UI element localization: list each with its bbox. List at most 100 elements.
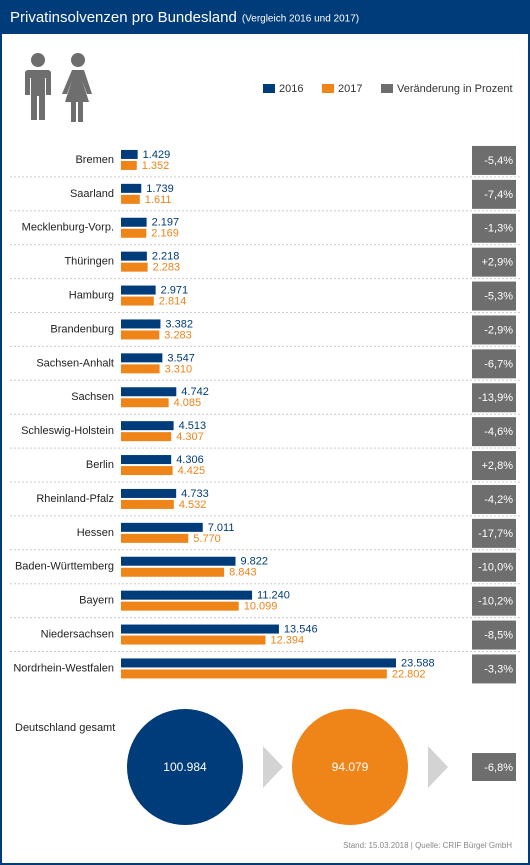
category-label: Hamburg (69, 289, 114, 301)
category-label: Schleswig-Holstein (21, 425, 114, 437)
bar (121, 624, 279, 634)
legend-label: 2017 (338, 83, 362, 95)
change-label: +2,8% (482, 460, 514, 472)
category-label: Mecklenburg-Vorp. (22, 222, 114, 234)
category-label: Bayern (79, 595, 114, 607)
change-label: +2,9% (482, 257, 514, 269)
bar (121, 635, 266, 645)
value-label: 1.739 (146, 183, 174, 195)
value-label: 4.425 (178, 465, 206, 477)
category-label: Saarland (70, 188, 114, 200)
change-box (472, 179, 516, 209)
category-label: Baden-Württemberg (15, 561, 114, 573)
value-label: 3.547 (167, 352, 195, 364)
value-label: 2.814 (159, 295, 187, 307)
bar (121, 364, 160, 374)
bar (121, 556, 236, 566)
bar (121, 466, 173, 476)
bar (121, 285, 156, 295)
bar (121, 398, 169, 408)
bar (121, 432, 172, 442)
chart-title: Privatinsolvenzen pro Bundesland (10, 9, 237, 26)
change-box (472, 552, 516, 582)
value-label: 2.283 (153, 262, 181, 274)
category-label: Thüringen (64, 256, 114, 268)
bar (121, 251, 147, 261)
value-label: 11.240 (257, 590, 290, 602)
value-label: 8.843 (229, 567, 257, 579)
change-label: -4,6% (484, 426, 513, 438)
category-label: Sachsen-Anhalt (36, 357, 114, 369)
change-box (472, 145, 516, 175)
category-label: Nordrhein-Westfalen (13, 662, 114, 674)
bar (121, 330, 160, 340)
value-label: 4.306 (176, 454, 204, 466)
bar (121, 262, 148, 272)
change-label: -10,0% (478, 562, 513, 574)
value-label: 2.169 (151, 228, 179, 240)
change-box (472, 451, 516, 481)
value-label: 3.283 (164, 329, 192, 341)
change-label: -2,9% (484, 324, 513, 336)
total-circle (127, 709, 243, 825)
change-box (472, 654, 516, 684)
bar (121, 669, 387, 679)
category-label: Hessen (77, 527, 114, 539)
change-label: -6,8% (484, 762, 513, 774)
bar (121, 228, 147, 238)
value-label: 1.429 (143, 149, 171, 161)
change-label: -3,3% (484, 663, 513, 675)
bar (121, 160, 137, 170)
change-box (472, 213, 516, 243)
category-label: Berlin (86, 459, 114, 471)
value-label: 2.197 (152, 217, 180, 229)
bar (121, 567, 225, 577)
change-box (472, 315, 516, 345)
value-label: 22.802 (392, 668, 426, 680)
change-label: -5,3% (484, 290, 513, 302)
bar (121, 353, 163, 363)
arrow (263, 746, 283, 788)
change-label: -10,2% (478, 596, 513, 608)
change-box (472, 518, 516, 548)
chart-subtitle: (Vergleich 2016 und 2017) (242, 14, 359, 25)
value-label: 4.733 (181, 488, 209, 500)
total-label: Deutschland gesamt (15, 722, 115, 734)
change-box (472, 484, 516, 514)
value-label: 7.011 (208, 522, 235, 534)
value-label: 5.770 (193, 533, 221, 545)
bar (121, 533, 189, 543)
category-label: Niedersachsen (41, 628, 114, 640)
change-box (472, 281, 516, 311)
change-label: -4,2% (484, 494, 513, 506)
legend-swatch (381, 84, 393, 93)
header-bar (0, 0, 530, 34)
bar (121, 658, 396, 668)
value-label: 4.513 (179, 420, 207, 432)
value-label: 23.588 (401, 657, 435, 669)
bar (121, 217, 147, 227)
change-box (472, 247, 516, 277)
value-label: 13.546 (284, 623, 318, 635)
bar (121, 149, 138, 159)
legend-label: Veränderung in Prozent (397, 83, 513, 95)
value-label: 4.532 (179, 499, 207, 511)
category-label: Rheinland-Pfalz (36, 493, 114, 505)
value-label: 4.742 (181, 386, 209, 398)
value-label: 4.307 (176, 431, 204, 443)
change-box (472, 349, 516, 379)
change-label: -8,5% (484, 629, 513, 641)
bar (121, 499, 174, 509)
bar (121, 194, 140, 204)
arrow (428, 746, 448, 788)
total-value: 100.984 (163, 760, 207, 774)
change-box (472, 417, 516, 447)
bar (121, 590, 253, 600)
legend-swatch (322, 84, 334, 93)
bar (121, 488, 177, 498)
total-value: 94.079 (332, 760, 369, 774)
change-label: -7,4% (484, 189, 513, 201)
source-note: Stand: 15.03.2018 | Quelle: CRIF Bürgel … (343, 841, 512, 850)
change-label: -17,7% (478, 528, 513, 540)
